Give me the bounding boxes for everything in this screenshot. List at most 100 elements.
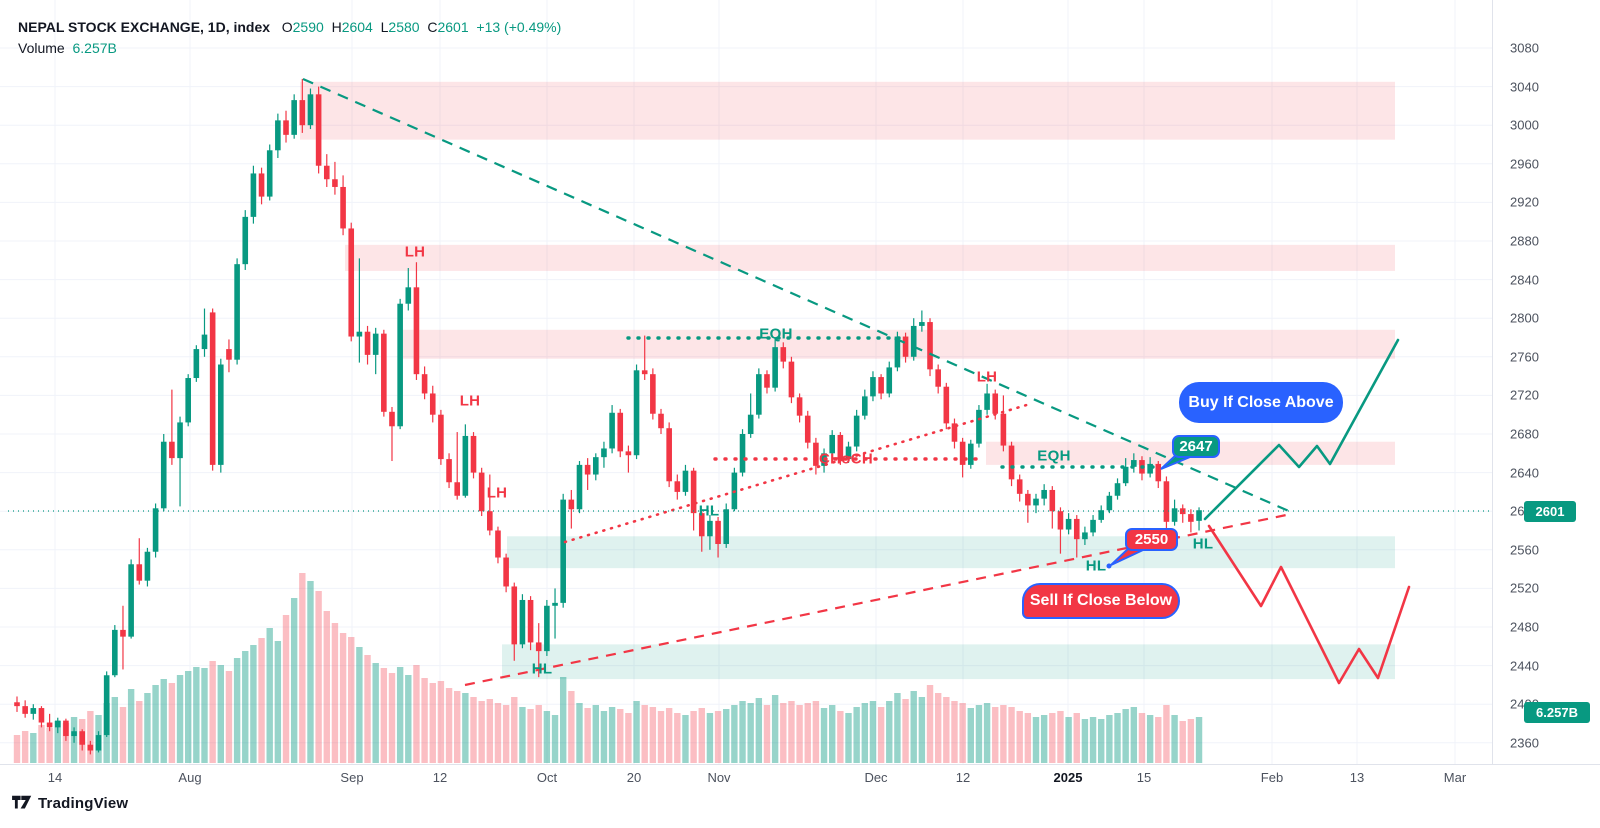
volume-bar xyxy=(894,693,901,763)
volume-bar xyxy=(421,678,428,763)
candle-up xyxy=(1033,498,1039,506)
structure-label-eqh[interactable]: EQH xyxy=(1037,447,1071,465)
structure-label-eqh[interactable]: EQH xyxy=(759,325,793,343)
candle-up xyxy=(853,415,860,447)
structure-label-hl[interactable]: HL xyxy=(1085,557,1107,575)
volume-bar xyxy=(959,703,966,763)
volume-bar xyxy=(877,707,885,763)
volume-bar xyxy=(494,703,502,763)
candle-up xyxy=(576,464,583,510)
candle-down xyxy=(1025,493,1031,506)
candle-down xyxy=(470,435,477,473)
demand-zone-2445[interactable] xyxy=(502,644,1395,680)
tradingview-attribution[interactable]: TradingView xyxy=(12,795,128,812)
candle-down xyxy=(323,165,330,180)
candle-down xyxy=(495,530,501,558)
price-tick: 2680 xyxy=(1510,426,1539,442)
volume-bar xyxy=(1114,713,1121,763)
internal-trendline[interactable] xyxy=(563,402,1032,544)
structure-label-lh[interactable]: LH xyxy=(976,368,998,386)
volume-bar xyxy=(975,705,983,763)
volume-bar xyxy=(299,573,306,763)
candle-down xyxy=(46,722,53,728)
volume-axis-label: 6.257B xyxy=(1524,701,1590,723)
volume-bars-layer xyxy=(13,573,1203,763)
structure-label-hl[interactable]: HL xyxy=(531,660,553,678)
volume-bar xyxy=(193,667,200,763)
bearish-projection-line[interactable] xyxy=(1207,524,1411,685)
bullish-projection-line[interactable] xyxy=(1203,338,1400,521)
volume-bar xyxy=(804,703,811,763)
structure-label-hl[interactable]: HL xyxy=(698,502,720,520)
breakout-level-badge[interactable]: 2647 xyxy=(1172,435,1220,458)
candle-down xyxy=(315,94,322,166)
structure-label-lh[interactable]: LH xyxy=(459,392,481,410)
candle-down xyxy=(837,434,844,460)
candle-up xyxy=(886,367,893,394)
structure-label-lh[interactable]: LH xyxy=(404,243,426,261)
volume-bar xyxy=(307,581,314,763)
candle-up xyxy=(919,322,925,326)
volume-bar xyxy=(829,705,836,763)
candle-up xyxy=(95,735,102,751)
candle-up xyxy=(177,422,183,459)
price-tick: 2800 xyxy=(1510,310,1539,326)
candle-down xyxy=(446,459,452,483)
volume-bar xyxy=(454,691,461,763)
candle-down xyxy=(568,499,575,510)
candle-up xyxy=(307,94,314,126)
close-label: C xyxy=(427,19,438,35)
time-tick: 20 xyxy=(626,770,642,785)
candle-up xyxy=(592,457,599,475)
volume-bar xyxy=(1098,719,1105,763)
candle-down xyxy=(943,386,950,424)
price-tick: 2960 xyxy=(1510,156,1539,172)
candle-down xyxy=(1188,514,1194,522)
price-axis-border xyxy=(1492,0,1493,764)
candle-up xyxy=(870,377,876,397)
price-tick: 2560 xyxy=(1510,542,1539,558)
candle-up xyxy=(519,599,526,645)
candle-up xyxy=(1065,518,1072,530)
candle-up xyxy=(1122,466,1129,484)
sell-signal-bubble[interactable]: Sell If Close Below xyxy=(1022,583,1180,619)
candle-down xyxy=(38,708,45,723)
low-value: 2580 xyxy=(388,19,420,35)
volume-bar xyxy=(502,705,510,763)
volume-bar xyxy=(201,668,208,763)
low-label: L xyxy=(380,19,389,35)
price-tick: 2880 xyxy=(1510,233,1539,249)
buy-signal-bubble[interactable]: Buy If Close Above xyxy=(1179,382,1343,423)
candle-up xyxy=(185,378,191,423)
volume-bar xyxy=(625,713,632,763)
structure-label-choch[interactable]: CHoCH xyxy=(819,450,873,468)
volume-bar xyxy=(674,713,681,763)
candle-down xyxy=(715,520,721,545)
symbol-ohlc-row[interactable]: NEPAL STOCK EXCHANGE, 1D, index O2590 H2… xyxy=(18,18,561,36)
supply-zone-2860[interactable] xyxy=(345,244,1395,271)
demand-zone-2560[interactable] xyxy=(507,536,1395,569)
volume-bar xyxy=(111,697,119,763)
volume-bar xyxy=(527,709,534,763)
breakdown-level-badge[interactable]: 2550 xyxy=(1125,528,1178,551)
supply-zone-3000[interactable] xyxy=(300,81,1395,140)
price-tick: 2360 xyxy=(1510,735,1539,751)
volume-bar xyxy=(633,701,640,763)
candle-down xyxy=(992,393,999,414)
volume-bar xyxy=(38,725,45,763)
structure-label-lh[interactable]: LH xyxy=(486,484,508,502)
high-label: H xyxy=(331,19,342,35)
symbol-title[interactable]: NEPAL STOCK EXCHANGE, 1D, index xyxy=(18,19,271,35)
candle-up xyxy=(910,325,917,357)
candle-down xyxy=(348,228,355,337)
time-tick: 13 xyxy=(1349,770,1365,785)
structure-label-hl[interactable]: HL xyxy=(1192,535,1214,553)
volume-bar xyxy=(470,697,477,763)
volume-bar xyxy=(617,709,624,763)
volume-value: 6.257B xyxy=(72,40,117,56)
descending-trendline[interactable] xyxy=(302,77,1292,514)
volume-bar xyxy=(1000,705,1007,763)
candle-up xyxy=(544,605,550,652)
volume-row[interactable]: Volume 6.257B xyxy=(18,39,561,57)
